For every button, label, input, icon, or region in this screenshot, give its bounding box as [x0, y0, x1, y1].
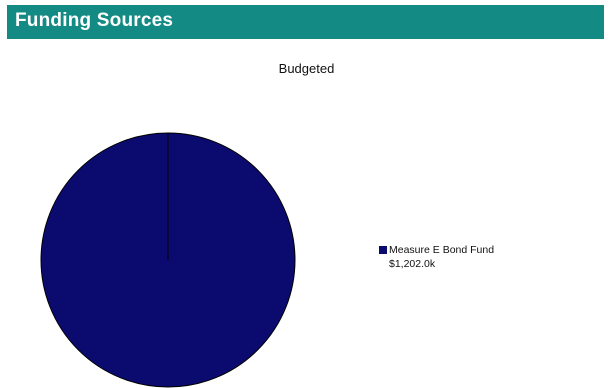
legend-swatch: [379, 246, 387, 254]
legend-value: $1,202.0k: [379, 257, 494, 271]
legend-item: Measure E Bond Fund: [379, 243, 494, 257]
legend-label: Measure E Bond Fund: [389, 243, 494, 257]
chart-legend: Measure E Bond Fund $1,202.0k: [379, 243, 494, 271]
